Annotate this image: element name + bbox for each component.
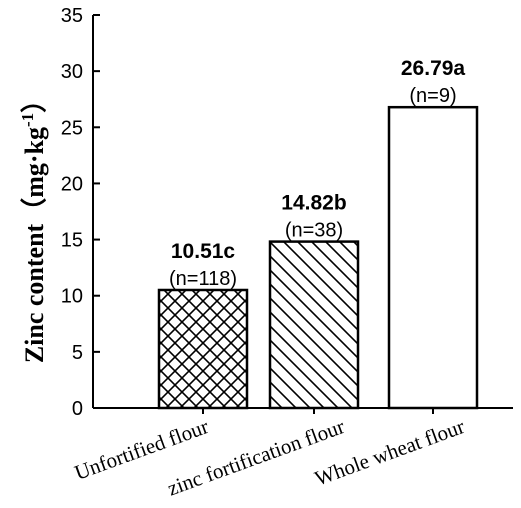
y-axis: 0 5 10 15 20 25 30 35 xyxy=(61,5,100,420)
bar-n-label-1: (n=38) xyxy=(285,220,343,242)
y-axis-label-superscript: -1 xyxy=(18,113,37,127)
y-tick-label-4: 20 xyxy=(61,173,83,195)
y-tick-label-7: 35 xyxy=(61,5,83,27)
bar-value-label-1: 14.82b xyxy=(281,192,346,215)
y-axis-label: Zinc content（mg·kg-1） xyxy=(18,87,49,363)
y-tick-label-0: 0 xyxy=(72,398,83,420)
bar-n-label-0: (n=118) xyxy=(169,268,237,290)
bar-0 xyxy=(157,288,249,410)
y-tick-label-2: 10 xyxy=(61,286,83,308)
y-axis-label-close: ） xyxy=(20,87,49,113)
y-tick-label-5: 25 xyxy=(61,117,83,139)
bar-value-label-0: 10.51c xyxy=(171,240,236,263)
bar-2 xyxy=(387,105,479,410)
y-tick-label-6: 30 xyxy=(61,61,83,83)
y-tick-label-3: 15 xyxy=(61,230,83,252)
y-tick-label-1: 5 xyxy=(72,342,83,364)
bars: (n=118) 10.51c (n=38) 14.82b (n=9) 26.79a xyxy=(157,57,479,410)
y-axis-label-main: Zinc content（mg·kg xyxy=(20,127,49,363)
bar-n-label-2: (n=9) xyxy=(409,85,456,107)
bar-value-label-2: 26.79a xyxy=(401,57,466,80)
bar-1 xyxy=(268,240,360,410)
